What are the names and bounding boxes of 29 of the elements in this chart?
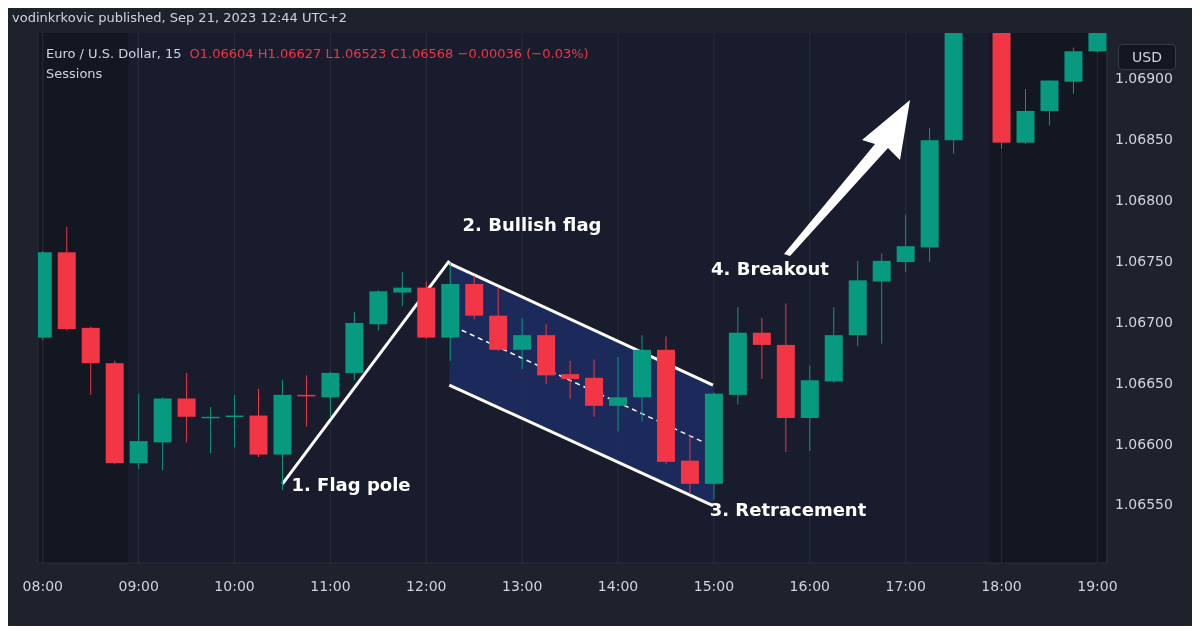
y-tick-label: 1.06750 bbox=[1115, 252, 1173, 269]
x-tick-label: 16:00 bbox=[789, 577, 830, 594]
y-tick-label: 1.06850 bbox=[1115, 130, 1173, 147]
y-tick-label: 1.06700 bbox=[1115, 313, 1173, 330]
x-tick-label: 19:00 bbox=[1077, 577, 1118, 594]
x-tick-label: 08:00 bbox=[22, 577, 63, 594]
annotation: 3. Retracement bbox=[709, 499, 867, 520]
y-tick-label: 1.06600 bbox=[1115, 435, 1173, 452]
x-tick-label: 09:00 bbox=[118, 577, 159, 594]
y-tick-label: 1.06650 bbox=[1115, 374, 1173, 391]
annotation: Sessions bbox=[46, 65, 104, 83]
x-tick-label: 14:00 bbox=[597, 577, 639, 594]
y-tick-label: 1.06550 bbox=[1115, 496, 1173, 513]
x-tick-label: 17:00 bbox=[885, 577, 926, 594]
text: vodinkrkovic published, Sep 21, 2023 12:44 UTC+2 bbox=[12, 10, 347, 25]
x-tick-label: 18:00 bbox=[981, 577, 1022, 594]
x-tick-label: 12:00 bbox=[406, 577, 447, 594]
y-tick-label: 1.06900 bbox=[1115, 70, 1173, 87]
x-tick-label: 13:00 bbox=[501, 577, 543, 594]
annotation: O1.06604 H1.06627 L1.06523 C1.06568 −0.00036 (−0.03%) bbox=[189, 46, 589, 61]
x-tick-label: 11:00 bbox=[310, 577, 351, 594]
x-tick-label: 10:00 bbox=[214, 577, 255, 594]
annotation: 1. Flag pole bbox=[291, 474, 411, 495]
text: Euro / U.S. Dollar, 15 bbox=[46, 46, 182, 61]
x-tick-label: 15:00 bbox=[693, 577, 735, 594]
y-tick-label: 1.06800 bbox=[1115, 191, 1173, 208]
annotation: 4. Breakout bbox=[711, 258, 830, 279]
annotation: 2. Bullish flag bbox=[462, 214, 602, 235]
y-axis-title: USD bbox=[1118, 44, 1176, 70]
